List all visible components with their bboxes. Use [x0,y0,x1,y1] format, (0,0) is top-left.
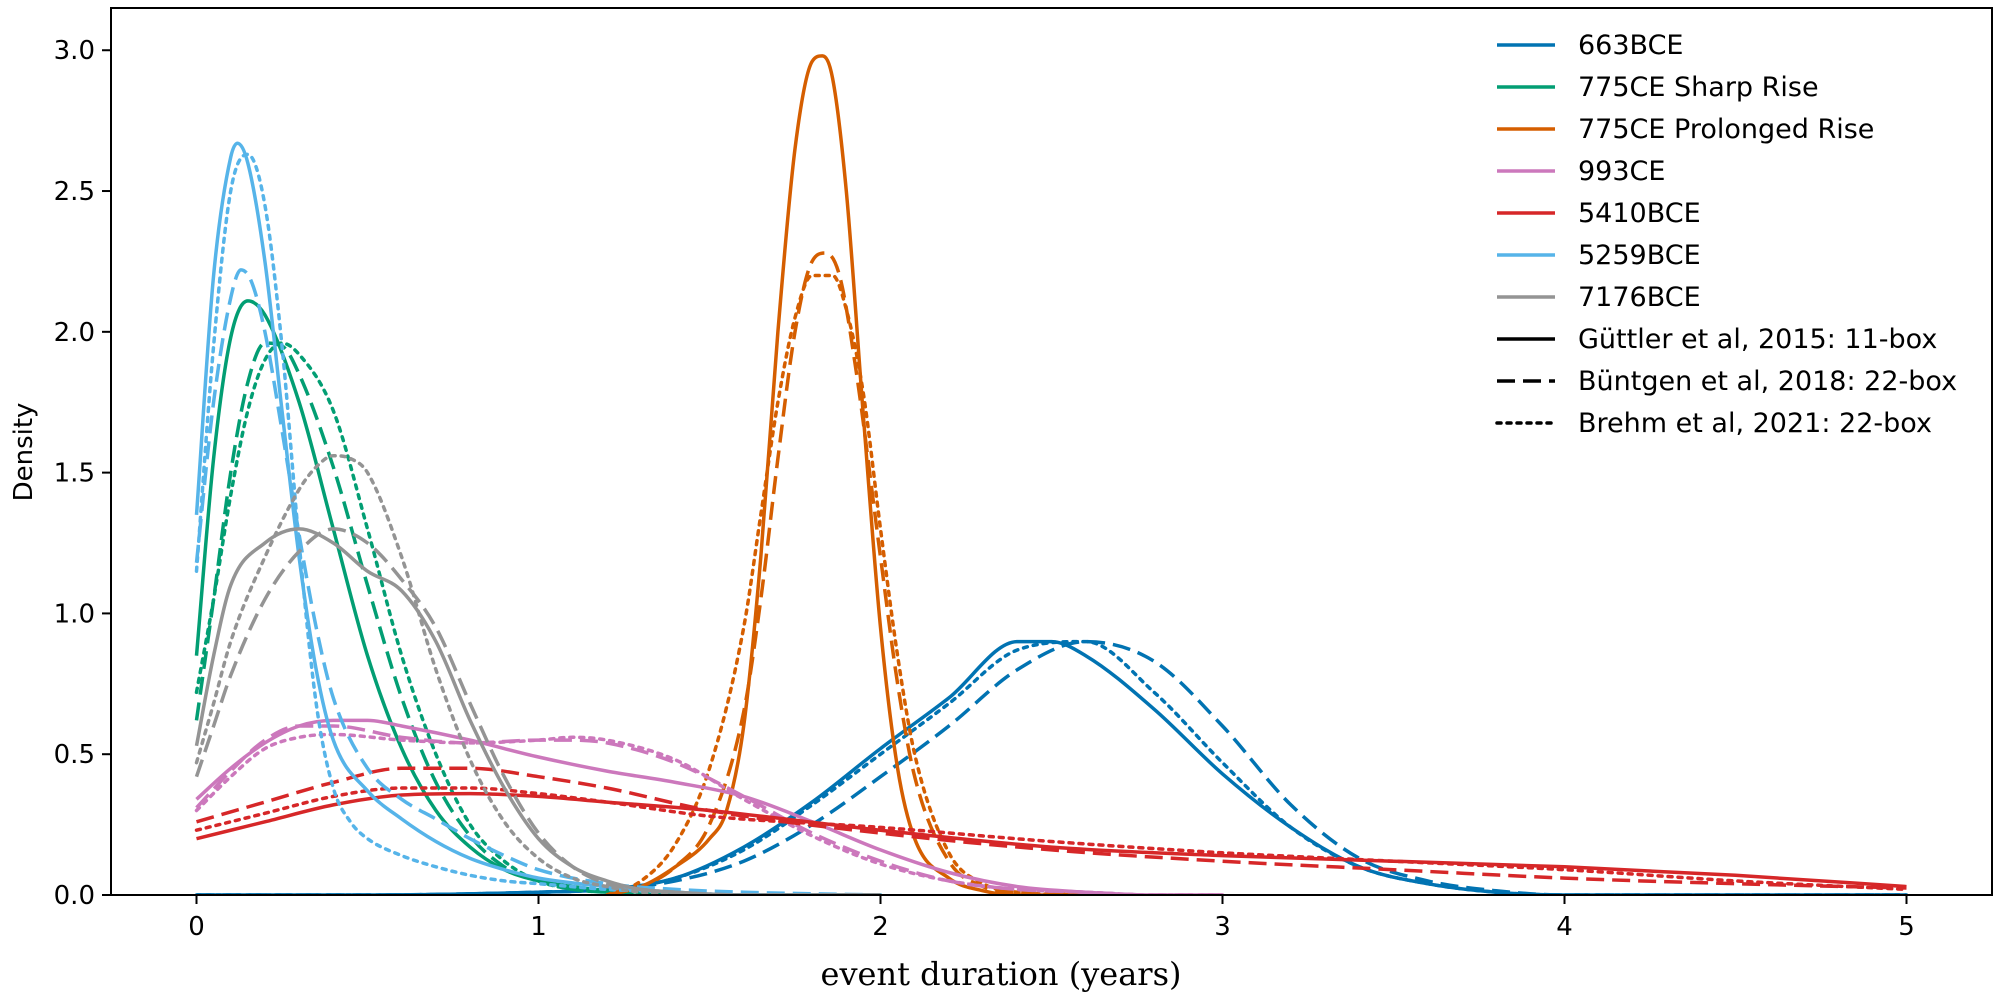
y-tick-label: 1.0 [54,599,95,629]
series-line-7176bce-dotted [194,453,883,895]
y-tick-label: 0.5 [54,740,95,770]
legend-label: Güttler et al, 2015: 11-box [1578,324,1937,355]
legend-entry-dashed: Büntgen et al, 2018: 22-box [1497,366,1957,397]
series-line-5410bce-solid [196,791,1907,889]
legend-label: 775CE Sharp Rise [1578,72,1819,103]
legend-entry-663bce: 663BCE [1497,30,1684,61]
y-tick-label: 2.5 [54,177,95,207]
series-layer [194,54,1909,895]
legend-entry-993ce: 993CE [1497,156,1665,187]
series-line-7176bce-solid [194,527,881,895]
x-tick-label: 3 [1214,912,1231,942]
x-tick-label: 0 [188,912,205,942]
x-axis-label: event duration (years) [821,955,1182,993]
legend-label: 7176BCE [1578,282,1701,313]
legend-entry-775ce-sharp-rise: 775CE Sharp Rise [1497,72,1819,103]
series-line-5259bce-dotted [194,152,883,895]
legend-entry-solid: Güttler et al, 2015: 11-box [1497,324,1937,355]
plot-area [110,7,1993,896]
series-993ce [194,718,1225,895]
legend-label: 5259BCE [1578,240,1701,271]
series-line-993ce-dashed [195,724,1223,895]
series-line-7176bce-dashed [194,527,881,895]
x-axis: 0 1 2 3 4 5 [188,895,1915,942]
legend-entry-7176bce: 7176BCE [1497,282,1701,313]
series-5410bce [194,766,1909,892]
series-7176bce [194,453,883,895]
legend-label: 5410BCE [1578,198,1701,229]
x-tick-label: 4 [1556,912,1573,942]
legend-entry-5410bce: 5410BCE [1497,198,1701,229]
series-line-775ce-sharp-rise-dotted [194,341,883,895]
x-tick-label: 1 [530,912,547,942]
y-tick-label: 2.0 [54,318,95,348]
series-line-775ce-prolonged-rise-solid [606,54,1086,895]
legend: 663BCE 775CE Sharp Rise 775CE Prolonged Ri… [1495,30,1957,439]
legend-label: 993CE [1578,156,1665,187]
y-axis: 0.0 0.5 1.0 1.5 2.0 2.5 3.0 [54,36,111,911]
legend-label: 663BCE [1578,30,1684,61]
x-tick-label: 5 [1898,912,1915,942]
legend-entry-5259bce: 5259BCE [1497,240,1701,271]
legend-label: 775CE Prolonged Rise [1578,114,1874,145]
y-tick-label: 0.0 [54,881,95,911]
series-line-5410bce-dashed [196,766,1907,890]
series-line-993ce-dotted [194,732,1225,895]
series-line-5259bce-dashed [194,268,881,895]
y-tick-label: 3.0 [54,36,95,66]
y-tick-label: 1.5 [54,459,95,489]
y-axis-label: Density [9,403,39,502]
series-line-775ce-prolonged-rise-dashed [606,251,1086,895]
legend-label: Büntgen et al, 2018: 22-box [1578,366,1957,397]
legend-label: Brehm et al, 2021: 22-box [1578,408,1932,439]
series-line-5410bce-dotted [194,786,1909,892]
legend-entry-775ce-prolonged-rise: 775CE Prolonged Rise [1497,114,1874,145]
axes-frame [110,7,1993,896]
legend-entry-dotted: Brehm et al, 2021: 22-box [1495,408,1932,439]
x-tick-label: 2 [872,912,889,942]
